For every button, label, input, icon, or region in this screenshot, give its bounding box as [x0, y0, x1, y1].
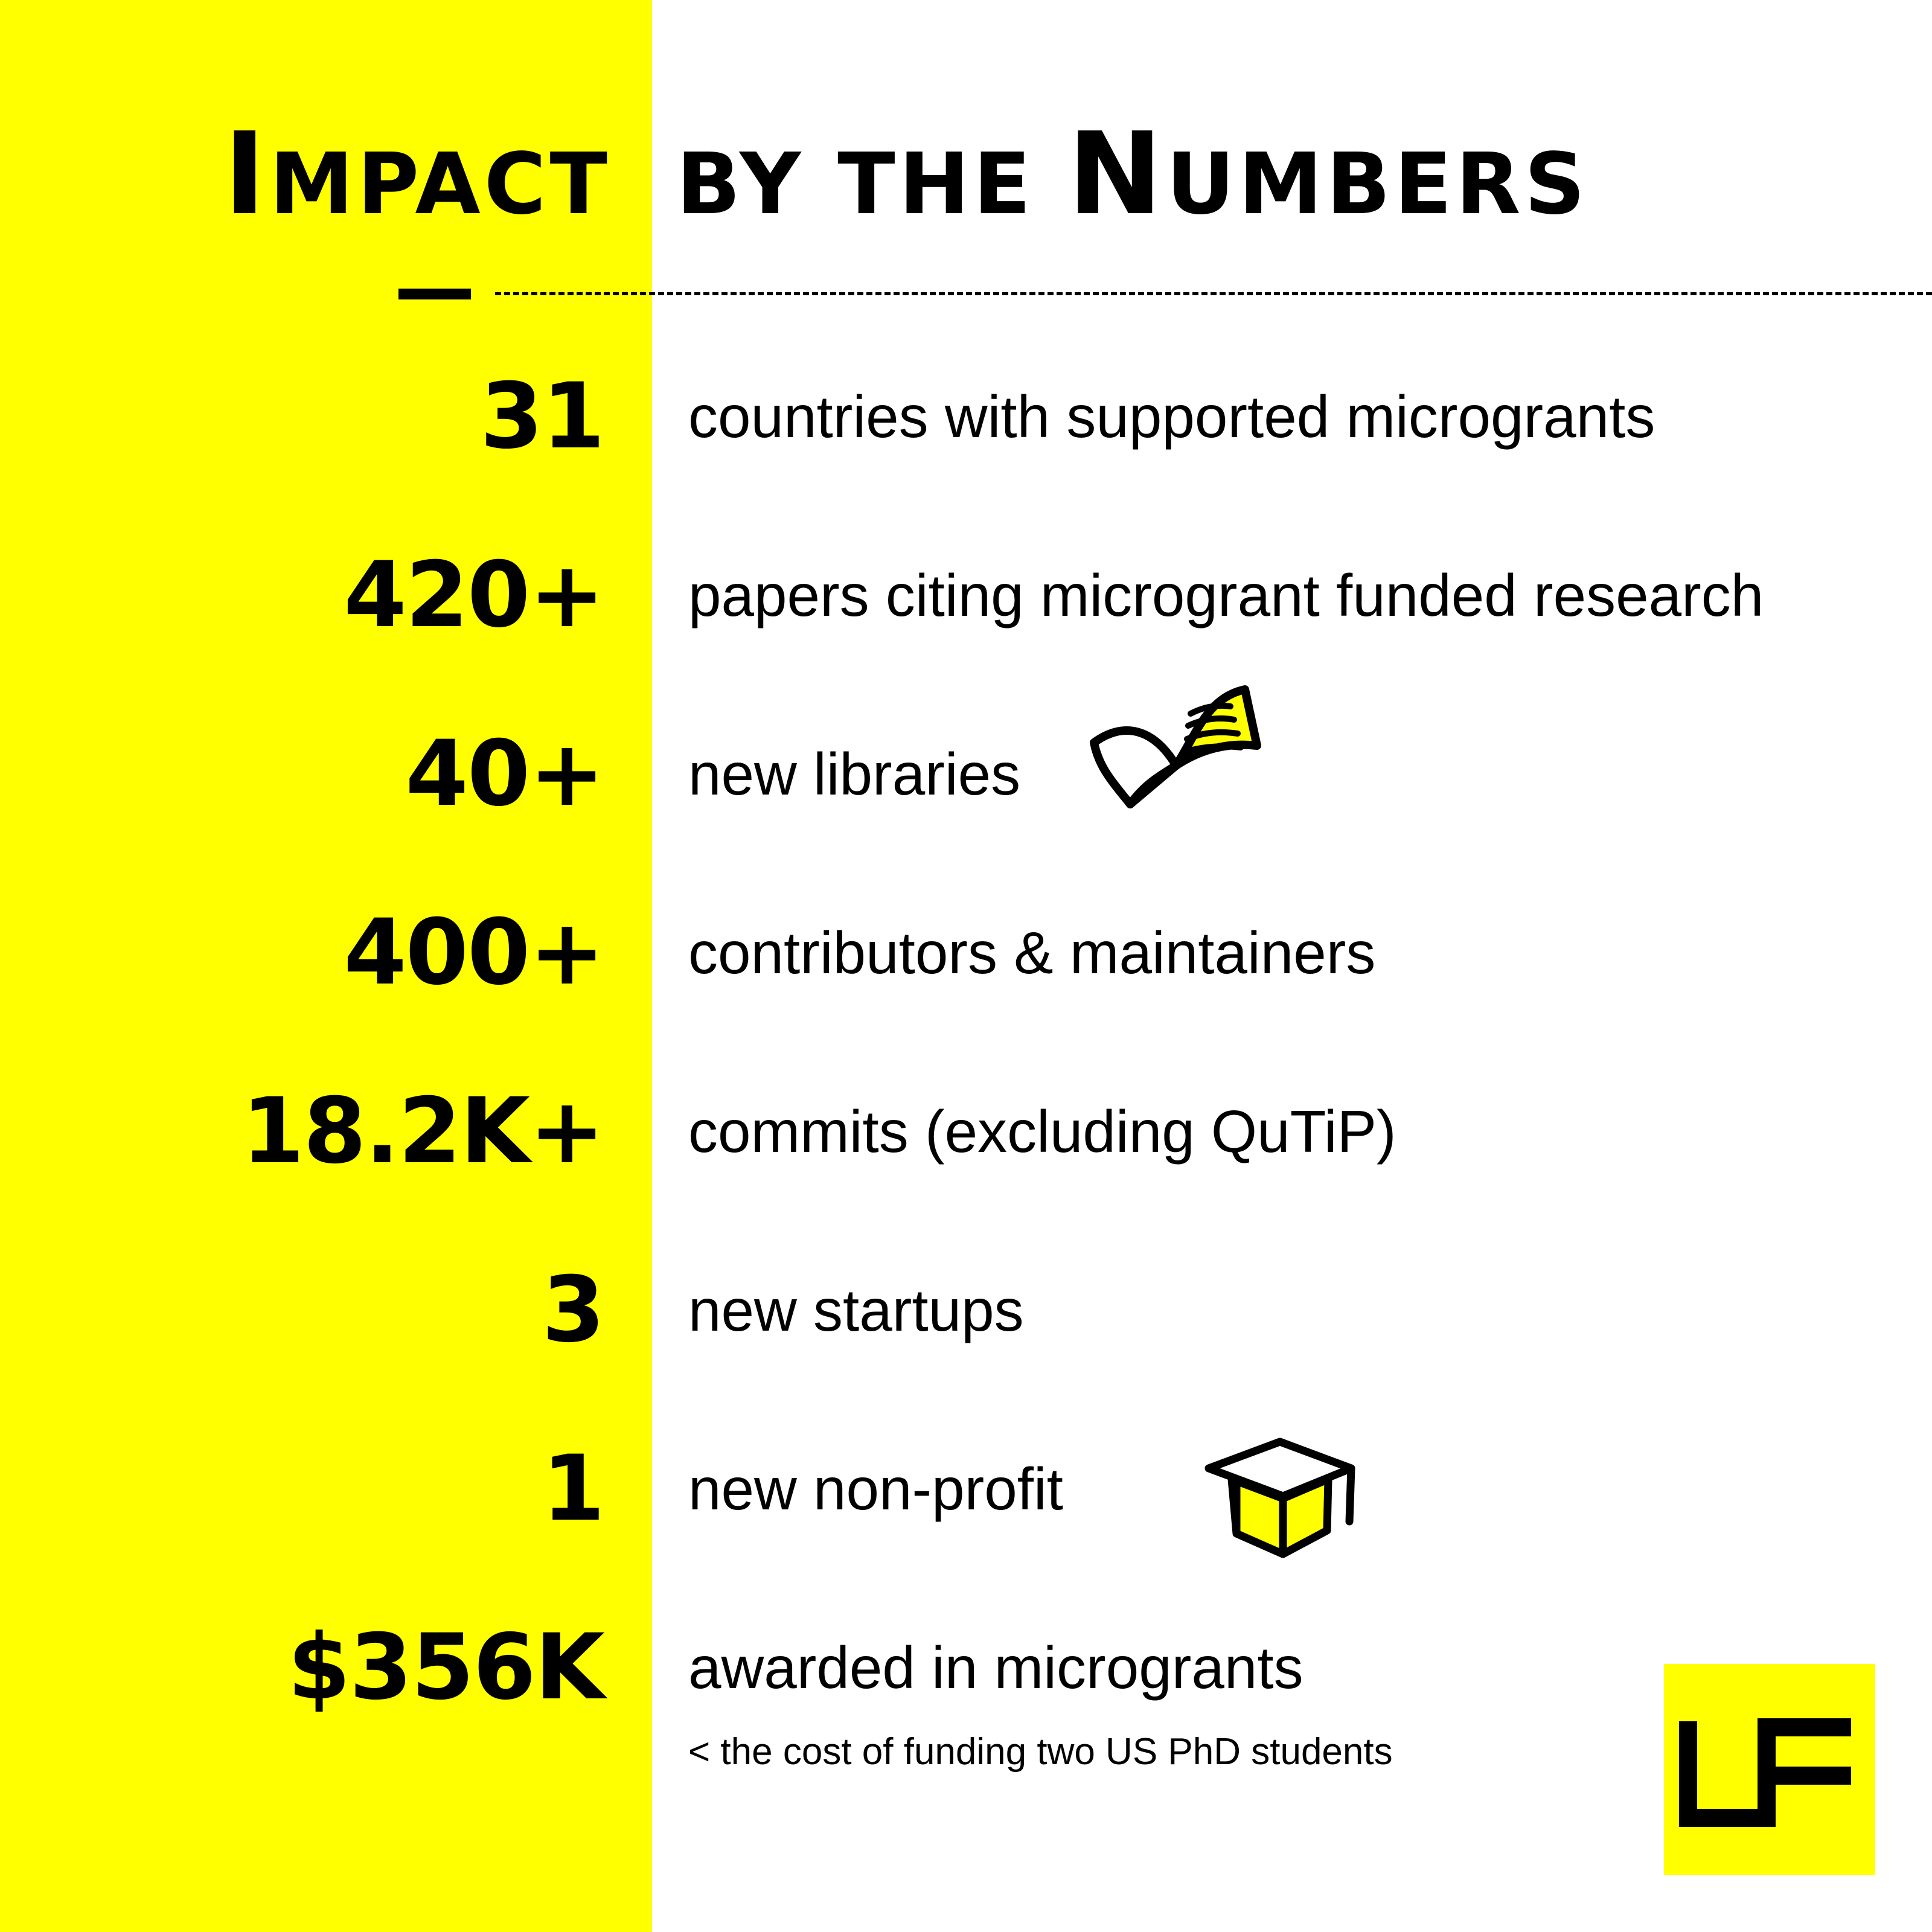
dashed-divider — [495, 292, 1932, 295]
stat-row-startups: 3 new startups — [0, 1250, 1932, 1371]
stat-label: awarded in microgrants — [688, 1634, 1303, 1701]
open-book-icon — [1087, 676, 1262, 821]
stat-label: new non-profit — [688, 1456, 1064, 1522]
stat-label: countries with supported microgrants — [688, 383, 1655, 450]
stat-label: papers citing microgrant funded research — [688, 562, 1764, 629]
stat-label: commits (excluding QuTiP) — [688, 1098, 1396, 1165]
title-by-the-numbers: BY THE NUMBERS — [676, 118, 1589, 231]
title-numbers-rest: UMBERS — [1166, 135, 1589, 234]
lf-logo — [1664, 1664, 1875, 1875]
title-underline-dash — [398, 289, 471, 299]
stat-label: contributors & maintainers — [688, 920, 1376, 986]
stat-value: 420+ — [344, 543, 605, 648]
title-numbers-initial: N — [1067, 108, 1166, 240]
title-impact-initial: I — [223, 108, 270, 240]
stat-value: 31 — [480, 364, 605, 469]
stat-value: 18.2K+ — [241, 1079, 605, 1184]
title-by-the: BY THE — [676, 135, 1068, 234]
stat-value: 3 — [542, 1258, 605, 1363]
stat-label: new startups — [688, 1277, 1024, 1343]
title-impact-rest: MPACT — [269, 135, 611, 234]
stat-row-countries: 31 countries with supported microgrants — [0, 356, 1932, 477]
title-impact: IMPACT — [223, 118, 611, 231]
stat-row-libraries: 40+ new libraries — [0, 714, 1932, 834]
graduation-cap-icon — [1201, 1431, 1358, 1570]
stat-row-commits: 18.2K+ commits (excluding QuTiP) — [0, 1071, 1932, 1192]
stat-value: 400+ — [344, 900, 605, 1005]
stat-row-papers: 420+ papers citing microgrant funded res… — [0, 535, 1932, 656]
stat-label: new libraries — [688, 741, 1021, 807]
stat-row-contributors: 400+ contributors & maintainers — [0, 892, 1932, 1013]
stat-value: $356K — [287, 1615, 605, 1720]
stat-value: 1 — [542, 1436, 605, 1541]
stat-value: 40+ — [405, 721, 605, 827]
stat-row-non-profit: 1 new non-profit — [0, 1428, 1932, 1549]
yellow-panel — [0, 0, 652, 1932]
footnote: < the cost of funding two US PhD student… — [688, 1731, 1393, 1773]
stat-row-awarded: $356K awarded in microgrants — [0, 1607, 1932, 1728]
